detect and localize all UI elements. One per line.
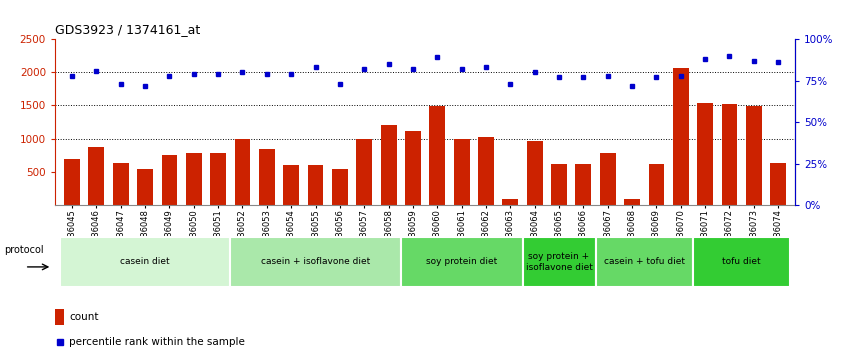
Bar (478, 137, 494, 205)
Bar (527, 142, 542, 205)
Bar (234, 139, 250, 205)
Bar (551, 164, 567, 205)
Bar (722, 104, 738, 205)
Text: percentile rank within the sample: percentile rank within the sample (69, 337, 244, 347)
Bar (137, 169, 153, 205)
Bar (60, 237, 230, 287)
Bar (113, 163, 129, 205)
Bar (210, 153, 226, 205)
Bar (55, 309, 64, 325)
Bar (89, 147, 104, 205)
Bar (596, 237, 693, 287)
Bar (575, 164, 591, 205)
Bar (230, 237, 401, 287)
Text: soy protein +
isoflavone diet: soy protein + isoflavone diet (525, 252, 592, 272)
Bar (405, 131, 420, 205)
Bar (283, 165, 299, 205)
Text: soy protein diet: soy protein diet (426, 257, 497, 267)
Bar (770, 163, 786, 205)
Text: protocol: protocol (4, 245, 44, 255)
Bar (503, 199, 519, 205)
Bar (600, 153, 616, 205)
Bar (186, 153, 201, 205)
Text: casein + tofu diet: casein + tofu diet (604, 257, 684, 267)
Bar (673, 68, 689, 205)
Bar (64, 159, 80, 205)
Bar (523, 237, 596, 287)
Bar (430, 106, 445, 205)
Text: count: count (69, 312, 98, 322)
Bar (453, 139, 470, 205)
Bar (746, 106, 761, 205)
Bar (332, 169, 348, 205)
Bar (308, 165, 323, 205)
Text: casein diet: casein diet (120, 257, 170, 267)
Bar (693, 237, 790, 287)
Text: GDS3923 / 1374161_at: GDS3923 / 1374161_at (55, 23, 201, 36)
Text: casein + isoflavone diet: casein + isoflavone diet (261, 257, 371, 267)
Bar (401, 237, 523, 287)
Bar (624, 199, 640, 205)
Bar (649, 164, 664, 205)
Bar (162, 155, 178, 205)
Text: tofu diet: tofu diet (722, 257, 761, 267)
Bar (356, 139, 372, 205)
Bar (259, 149, 275, 205)
Bar (381, 125, 397, 205)
Bar (697, 103, 713, 205)
